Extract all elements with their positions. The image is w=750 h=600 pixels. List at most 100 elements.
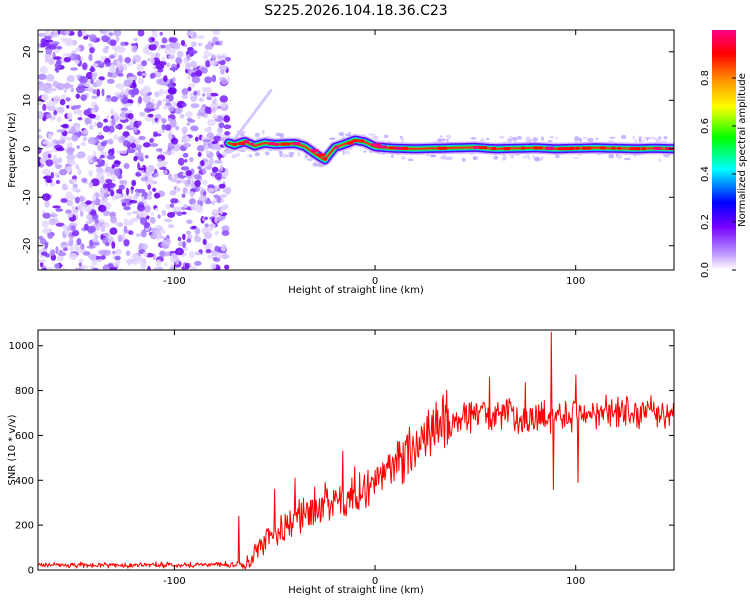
- spectrogram-noise-cell: [186, 53, 191, 62]
- spectrogram-noise-cell: [164, 262, 168, 267]
- spectrogram-noise-cell: [61, 94, 67, 99]
- spectrogram-noise-cell: [100, 225, 106, 233]
- spectrogram-noise-cell: [157, 100, 162, 106]
- spectrogram-noise-cell: [72, 183, 78, 189]
- spectrogram-noise-cell: [198, 97, 204, 102]
- spectrogram-noise-cell: [155, 148, 163, 152]
- spectrogram-speckle: [429, 154, 436, 158]
- spectrogram-noise-cell: [82, 136, 88, 142]
- spectrogram-ridge-peak: [322, 157, 328, 161]
- spectrogram-noise-cell: [216, 252, 223, 259]
- spectrogram-noise-cell: [41, 193, 51, 201]
- spectrogram-noise-cell: [204, 216, 209, 220]
- spectrogram-noise-cell: [68, 252, 78, 259]
- snr-y-tick-label: 600: [15, 431, 34, 442]
- spectrogram-noise-cell: [97, 145, 104, 152]
- spectrogram-noise-cell: [107, 71, 113, 78]
- spectrogram-noise-cell: [191, 225, 197, 229]
- spectrogram-noise-cell: [188, 83, 196, 88]
- spectrogram-noise-cell: [196, 90, 201, 97]
- spectrogram-noise-cell: [105, 97, 113, 102]
- spectrogram-noise-cell: [60, 134, 64, 141]
- spectrogram-noise-cell: [63, 56, 71, 63]
- spectrogram-noise-cell: [190, 125, 199, 132]
- spectrogram-noise-cell: [141, 243, 148, 251]
- spectrogram-noise-cell: [71, 224, 76, 232]
- snr-series-line: [38, 331, 674, 570]
- spectrogram-noise-cell: [130, 43, 138, 47]
- spectrogram-speckle: [522, 156, 527, 159]
- spectrogram-noise-cell: [214, 230, 219, 236]
- spectrogram-speckle: [473, 156, 476, 161]
- spectrogram-noise-cell: [147, 164, 155, 173]
- spectrogram-noise-cell: [78, 262, 82, 267]
- spectrogram-ridge-peak: [563, 147, 574, 151]
- spectrogram-noise-cell: [94, 219, 100, 224]
- spectrogram-noise-cell: [189, 250, 195, 259]
- spectrogram-noise-cell: [141, 72, 148, 77]
- spectrogram-noise-cell: [54, 140, 61, 145]
- spectrogram-noise-cell: [161, 209, 167, 216]
- spectrogram-noise-cell: [186, 179, 191, 185]
- spectrogram-ridge-peak: [377, 145, 387, 149]
- spectrogram-noise-cell: [85, 220, 93, 225]
- spectrogram-noise-cell: [39, 157, 46, 165]
- spectrogram-noise-cell: [118, 184, 125, 190]
- spectrogram-noise-cell: [111, 241, 116, 249]
- spectrogram-noise-cell: [139, 111, 146, 117]
- spectrogram-noise-cell: [123, 239, 130, 247]
- spectrogram-noise-cell: [145, 101, 154, 110]
- spectrogram-noise-cell: [75, 93, 81, 99]
- spectrogram-noise-cell: [102, 125, 110, 133]
- spectrogram-noise-cell: [81, 265, 89, 269]
- spectrogram-noise-cell: [78, 258, 84, 263]
- spectrogram-noise-cell: [101, 88, 105, 97]
- spectrogram-noise-cell: [213, 185, 219, 193]
- spectrogram-noise-cell: [153, 131, 158, 138]
- spectrogram-noise-cell: [109, 54, 115, 59]
- spectrogram-noise-cell: [191, 175, 195, 183]
- spectrogram-noise-cell: [48, 57, 55, 65]
- spectrogram-noise-cell: [206, 93, 212, 98]
- spectrogram-noise-cell: [80, 94, 87, 101]
- spectrogram-noise-cell: [85, 71, 94, 80]
- spectrogram-ridge-peak: [274, 142, 279, 146]
- spectrogram-noise-cell: [137, 71, 143, 77]
- spectrogram-noise-cell: [92, 193, 97, 202]
- spectrogram-noise-cell: [38, 43, 41, 48]
- spectrogram-noise-cell: [126, 62, 133, 67]
- spectrogram-noise-cell: [190, 60, 198, 68]
- spectrogram-speckle: [528, 156, 531, 160]
- spectrogram-ridge-peak: [575, 146, 580, 150]
- spectrogram-noise-cell: [53, 156, 58, 160]
- spectrogram-noise-cell: [42, 168, 51, 176]
- spectrogram-speckle: [254, 152, 260, 157]
- spectrogram-noise-cell: [80, 243, 85, 250]
- colorbar-tick-label: 0.6: [700, 118, 711, 134]
- spectrogram-noise-cell: [72, 209, 79, 213]
- spectrogram-speckle: [401, 156, 406, 160]
- spectrogram-noise-cell: [77, 117, 83, 121]
- spectrogram-noise-cell: [129, 122, 135, 128]
- spectrogram-noise-cell: [82, 62, 88, 71]
- spectrogram-marks: [38, 30, 674, 270]
- spectrogram-noise-cell: [57, 30, 61, 35]
- spectrogram-noise-cell: [207, 184, 215, 189]
- spectrogram-noise-cell: [80, 210, 84, 217]
- spectrogram-noise-cell: [121, 88, 125, 96]
- spectrogram-noise-cell: [201, 179, 208, 186]
- snr-y-tick-label: 200: [15, 521, 34, 532]
- spectrogram-noise-cell: [65, 97, 71, 102]
- spectrogram-noise-cell: [175, 125, 180, 131]
- spectrogram-noise-cell: [188, 49, 198, 55]
- spectrogram-ridge-peak: [581, 146, 592, 150]
- snr-x-tick-label: 100: [566, 576, 585, 587]
- spectrogram-speckle: [595, 137, 599, 141]
- spectrogram-ridge-peak: [629, 147, 640, 151]
- spectrogram-noise-cell: [181, 211, 187, 215]
- spectrogram-noise-cell: [84, 117, 92, 125]
- spectrogram-noise-cell: [137, 188, 146, 193]
- spectrogram-noise-cell: [109, 39, 117, 46]
- spectrogram-noise-cell: [203, 50, 210, 58]
- spectrogram-noise-cell: [146, 194, 153, 200]
